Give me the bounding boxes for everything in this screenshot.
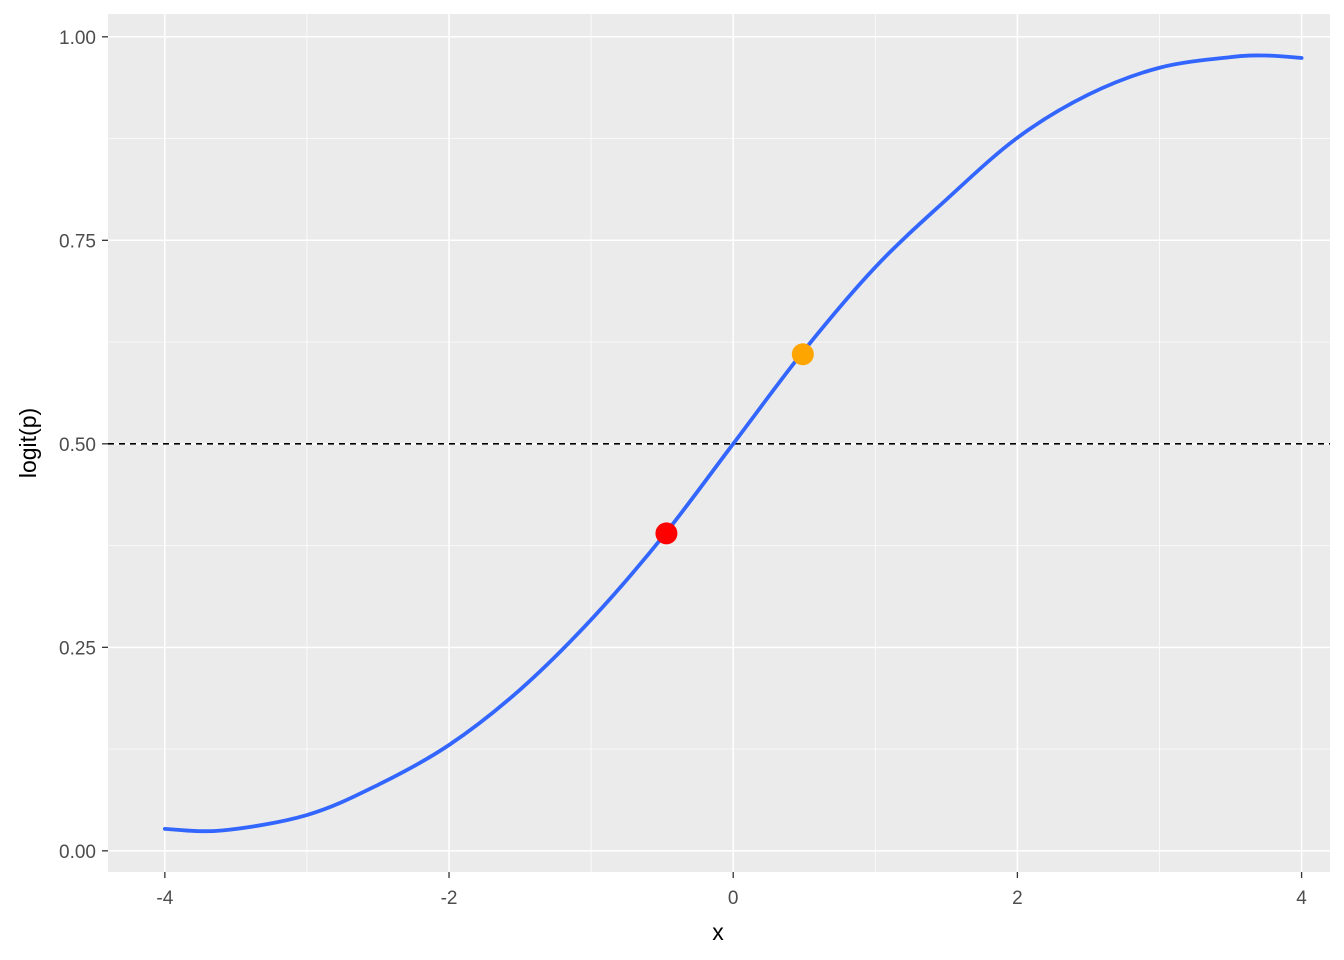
plot-panel	[108, 14, 1330, 872]
grid	[108, 14, 1330, 872]
axes: -4 -2 0 2 4 0.00 0.25 0.50 0.75 1.00	[59, 28, 1307, 909]
y-tick-label: 0.50	[59, 435, 96, 456]
data-point	[655, 522, 678, 545]
x-tick-label: -4	[156, 888, 173, 909]
y-axis-title: logit(p)	[15, 408, 41, 478]
smooth-line	[162, 53, 1304, 834]
y-tick-label: 0.00	[59, 842, 96, 863]
x-tick-label: 4	[1296, 888, 1307, 909]
y-tick-label: 1.00	[59, 28, 96, 49]
points	[655, 343, 814, 545]
data-point	[791, 343, 814, 366]
y-tick-label: 0.75	[59, 231, 96, 252]
x-tick-label: 2	[1012, 888, 1023, 909]
x-tick-label: 0	[728, 888, 739, 909]
x-tick-label: -2	[441, 888, 458, 909]
y-tick-label: 0.25	[59, 638, 96, 659]
series	[162, 53, 1304, 834]
x-axis-title: x	[712, 919, 724, 945]
